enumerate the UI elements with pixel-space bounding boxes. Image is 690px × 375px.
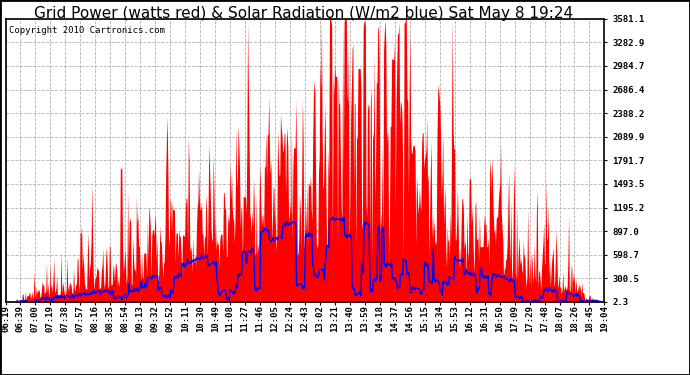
Text: Grid Power (watts red) & Solar Radiation (W/m2 blue) Sat May 8 19:24: Grid Power (watts red) & Solar Radiation…	[34, 6, 573, 21]
Text: Copyright 2010 Cartronics.com: Copyright 2010 Cartronics.com	[8, 26, 164, 35]
